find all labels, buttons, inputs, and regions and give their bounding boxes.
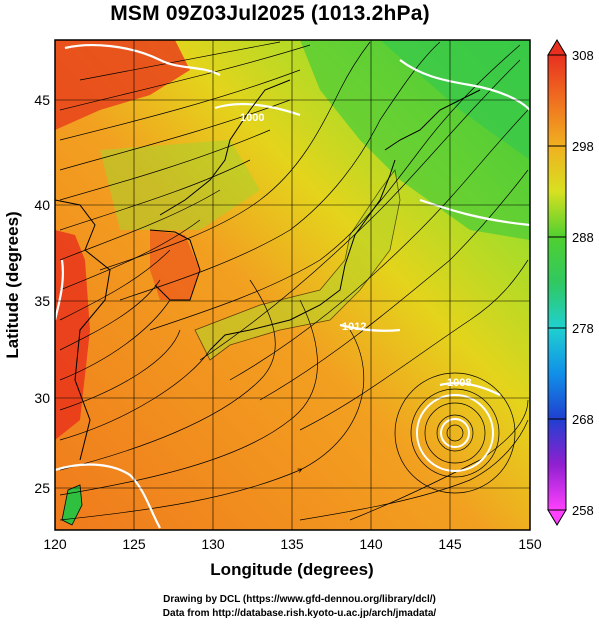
wind-streamlines [59, 41, 529, 521]
y-tick-label: 40 [34, 197, 50, 213]
colorbar-label: 278 [572, 321, 594, 336]
colorbar-label: 268 [572, 412, 594, 427]
chart-title: MSM 09Z03Jul2025 (1013.2hPa) [110, 2, 430, 25]
credit-drawing: Drawing by DCL (https://www.gfd-dennou.o… [163, 594, 436, 605]
y-tick-label: 30 [34, 390, 50, 406]
isobars [55, 44, 530, 529]
y-tick-label: 35 [34, 293, 50, 309]
coastlines [55, 79, 481, 461]
colorbar-label: 308 [572, 48, 594, 63]
contour-label: 1000 [240, 112, 264, 124]
contour-label: 1008 [447, 377, 471, 389]
grid-lines [55, 40, 530, 530]
x-tick-label: 140 [359, 536, 383, 552]
contour-label: 1012 [342, 321, 366, 333]
x-axis-title: Longitude (degrees) [210, 560, 373, 579]
x-tick-label: 130 [201, 536, 225, 552]
x-tick-label: 150 [518, 536, 542, 552]
colorbar: 308 298 288 278 268 258 [547, 39, 594, 526]
y-axis-title: Latitude (degrees) [3, 211, 22, 358]
plot-frame [54, 39, 531, 531]
x-tick-label: 125 [122, 536, 146, 552]
colorbar-max-arrow [547, 39, 567, 56]
colorbar-label: 288 [572, 230, 594, 245]
y-tick-label: 25 [34, 480, 50, 496]
x-axis: 120 125 130 135 140 145 150 Longitude (d… [43, 536, 542, 579]
y-axis: 25 30 35 40 45 Latitude (degrees) [3, 92, 50, 496]
y-tick-label: 45 [34, 92, 50, 108]
x-tick-label: 120 [43, 536, 67, 552]
credit-data: Data from http://database.rish.kyoto-u.a… [162, 608, 437, 619]
x-tick-label: 135 [280, 536, 304, 552]
colorbar-label: 258 [572, 503, 594, 518]
x-tick-label: 145 [438, 536, 462, 552]
colorbar-label: 298 [572, 139, 594, 154]
colorbar-min-arrow [547, 509, 567, 526]
